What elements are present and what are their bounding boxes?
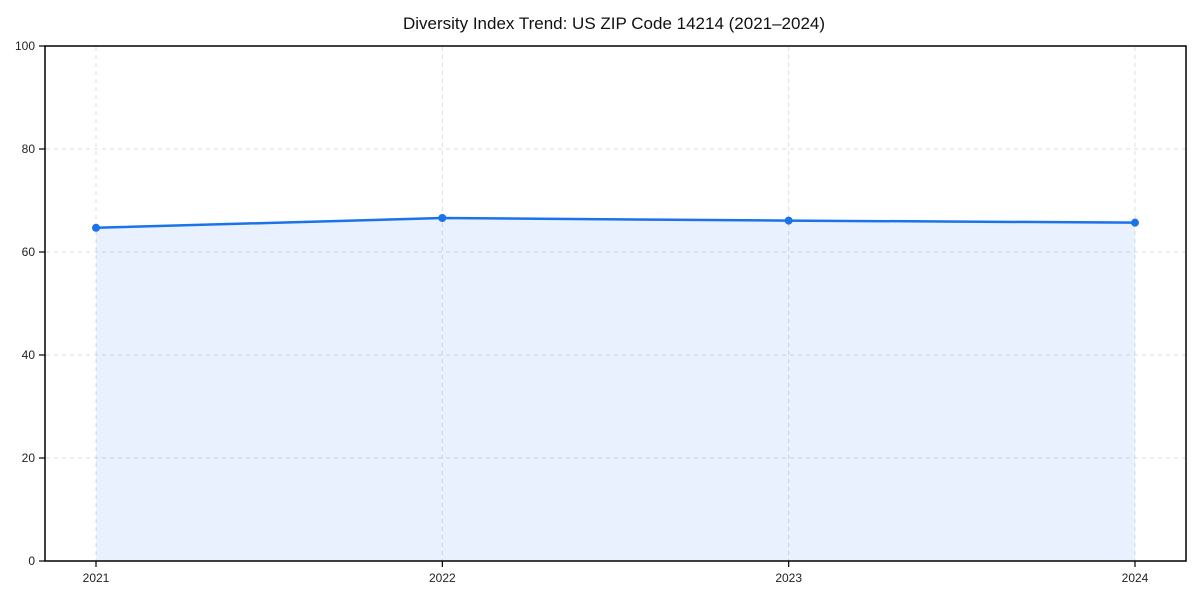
y-tick-label: 80 bbox=[22, 142, 36, 156]
plot-border bbox=[44, 45, 1187, 562]
y-tick-label: 100 bbox=[15, 39, 35, 53]
y-tick-label: 40 bbox=[22, 348, 36, 362]
gridlines-group bbox=[46, 47, 1185, 560]
x-tick-label: 2022 bbox=[429, 571, 456, 585]
y-tick-label: 0 bbox=[28, 554, 35, 568]
chart-title: Diversity Index Trend: US ZIP Code 14214… bbox=[403, 14, 825, 33]
axes-group bbox=[39, 45, 1187, 567]
area-fill bbox=[96, 218, 1135, 561]
data-point bbox=[438, 214, 447, 223]
y-tick-label: 60 bbox=[22, 245, 36, 259]
x-tick-label: 2021 bbox=[83, 571, 110, 585]
trend-line bbox=[94, 216, 1137, 230]
x-tick-label: 2024 bbox=[1122, 571, 1149, 585]
data-point bbox=[92, 223, 100, 232]
tick-labels-group: 0 20 40 60 80 100 2021 2022 2023 2024 bbox=[15, 39, 1149, 585]
y-tick-label: 20 bbox=[22, 451, 36, 465]
trend-line-group bbox=[94, 216, 1137, 230]
data-point bbox=[784, 216, 793, 225]
data-point bbox=[1131, 218, 1139, 227]
data-points-group bbox=[92, 214, 1139, 232]
x-tick-label: 2023 bbox=[775, 571, 802, 585]
area-fill-group bbox=[96, 218, 1135, 561]
